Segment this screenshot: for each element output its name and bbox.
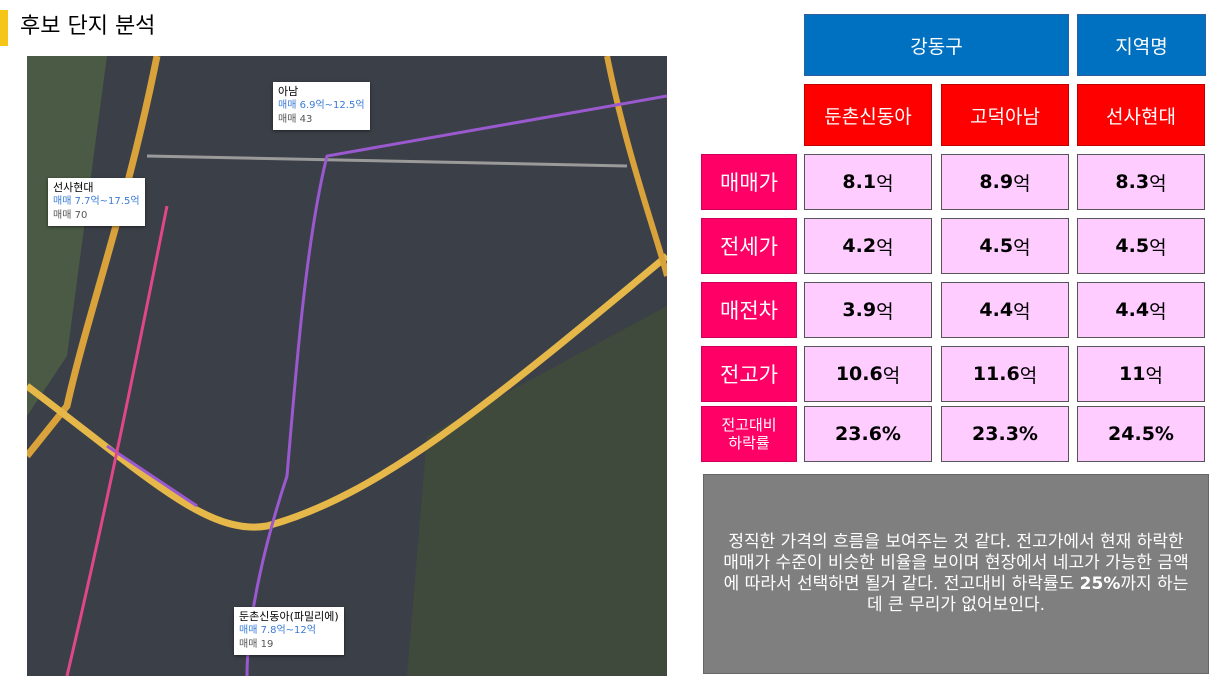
map-park (27, 56, 107, 416)
value-cell: 3.9 억 (804, 282, 932, 338)
value-unit: 억 (876, 236, 894, 259)
value-number: 8.3 (1115, 171, 1150, 193)
value-cell: 8.1 억 (804, 154, 932, 210)
callout-count: 매매 70 (53, 210, 88, 221)
value-unit: 억 (876, 300, 894, 323)
callout-name: 둔촌신동아(파밀리에) (239, 610, 339, 623)
map-road (146, 154, 628, 168)
value-cell: 4.5 억 (1077, 218, 1205, 274)
region-header: 강동구 (804, 14, 1069, 76)
value-number: 23.3% (972, 423, 1038, 445)
value-unit: 억 (1149, 300, 1167, 323)
row-label: 매전차 (701, 282, 797, 338)
title: 후보 단지 분석 (20, 14, 156, 39)
value-number: 10.6 (835, 363, 883, 385)
value-cell: 24.5% (1077, 406, 1205, 462)
summary-part: 25% (1079, 574, 1121, 594)
value-number: 4.2 (842, 235, 877, 257)
row-label: 전세가 (701, 218, 797, 274)
value-unit: 억 (1149, 236, 1167, 259)
value-number: 8.9 (979, 171, 1014, 193)
map-road (27, 253, 667, 531)
value-number: 11.6 (972, 363, 1020, 385)
value-unit: 억 (1013, 300, 1031, 323)
value-cell: 8.3 억 (1077, 154, 1205, 210)
map-hills (407, 306, 667, 676)
value-number: 8.1 (842, 171, 877, 193)
map-road (27, 56, 161, 459)
map-callout: 선사현대 매매 7.7억~17.5억 매매 70 (48, 178, 145, 226)
column-header: 고덕아남 (941, 84, 1069, 146)
value-number: 4.5 (979, 235, 1014, 257)
value-cell: 23.3% (941, 406, 1069, 462)
title-accent (0, 10, 8, 46)
value-unit: 억 (1149, 172, 1167, 195)
value-number: 3.9 (842, 299, 877, 321)
value-cell: 11.6 억 (941, 346, 1069, 402)
summary-text: 정직한 가격의 흐름을 보여주는 것 같다. 전고가에서 현재 하락한 매매가 … (718, 532, 1194, 616)
value-unit: 억 (882, 364, 901, 387)
map-callout: 아남 매매 6.9억~12.5억 매매 43 (273, 82, 370, 130)
column-header: 둔촌신동아 (804, 84, 932, 146)
value-number: 4.5 (1115, 235, 1150, 257)
summary-part: 정직한 가격의 흐름을 보여주는 것 같다. 전고가에서 현재 하락한 매매가 … (723, 532, 1189, 594)
value-unit: 억 (1013, 236, 1031, 259)
map-subway (106, 444, 198, 508)
column-header: 선사현대 (1077, 84, 1205, 146)
summary-part: 까지 하는데 큰 무리가 없어보인다. (866, 574, 1189, 615)
region-label-header: 지역명 (1077, 14, 1206, 76)
map-road (604, 56, 667, 277)
value-cell: 4.5 억 (941, 218, 1069, 274)
row-label: 매매가 (701, 154, 797, 210)
value-cell: 4.4 억 (1077, 282, 1205, 338)
callout-count: 매매 19 (239, 639, 274, 650)
map-callout: 둔촌신동아(파밀리에) 매매 7.8억~12억 매매 19 (234, 607, 344, 655)
summary: 정직한 가격의 흐름을 보여주는 것 같다. 전고가에서 현재 하락한 매매가 … (703, 474, 1209, 674)
callout-name: 아남 (278, 85, 299, 98)
value-cell: 8.9 억 (941, 154, 1069, 210)
map-subway (65, 205, 169, 676)
value-cell: 23.6% (804, 406, 932, 462)
value-number: 4.4 (979, 299, 1014, 321)
callout-price: 매매 7.7억~17.5억 (53, 196, 140, 207)
value-cell: 4.2 억 (804, 218, 932, 274)
value-number: 23.6% (835, 423, 901, 445)
value-unit: 억 (876, 172, 894, 195)
value-number: 4.4 (1115, 299, 1150, 321)
row-label: 전고대비 하락률 (701, 406, 797, 462)
map (27, 56, 667, 676)
value-unit: 억 (1019, 364, 1038, 387)
row-label: 전고가 (701, 346, 797, 402)
callout-name: 선사현대 (53, 181, 94, 194)
map-subway (245, 94, 667, 676)
value-cell: 10.6 억 (804, 346, 932, 402)
callout-price: 매매 6.9억~12.5억 (278, 100, 365, 111)
value-number: 24.5% (1108, 423, 1174, 445)
value-cell: 11 억 (1077, 346, 1205, 402)
value-unit: 억 (1145, 364, 1163, 387)
value-number: 11 (1119, 363, 1146, 385)
callout-price: 매매 7.8억~12억 (239, 625, 316, 636)
value-unit: 억 (1013, 172, 1031, 195)
callout-count: 매매 43 (278, 114, 313, 125)
value-cell: 4.4 억 (941, 282, 1069, 338)
